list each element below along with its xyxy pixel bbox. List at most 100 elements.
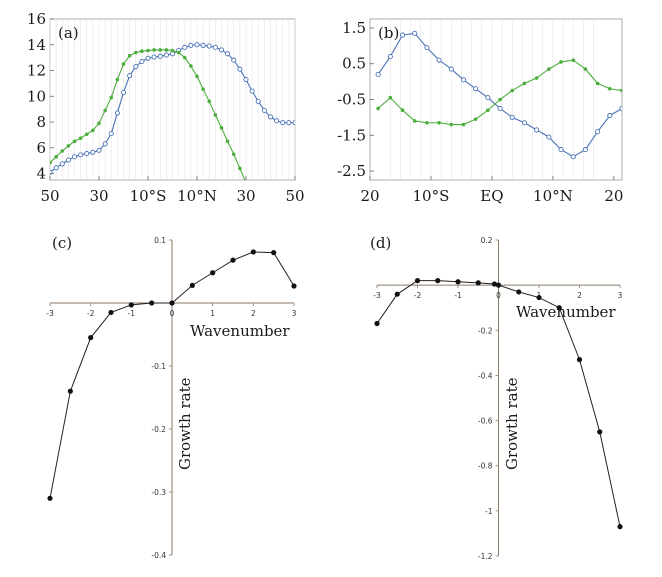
panel-d-ytick-label: -0.8 — [478, 462, 493, 471]
panel-a-series-green-point — [127, 53, 132, 58]
panel-d-series-point — [617, 524, 623, 530]
panel-d-ytick-label: -0.2 — [478, 326, 493, 335]
panel-c-series-point — [291, 283, 297, 289]
panel-a-series-green-point — [60, 149, 65, 153]
panel-a-ytick-label: 16 — [27, 10, 46, 28]
panel-b-series-green-point — [388, 95, 393, 100]
panel-c-ytick-label: 0.1 — [154, 236, 166, 245]
panel-b-series-blue-point — [375, 71, 381, 78]
panel-b-series-green-point — [510, 88, 515, 93]
panel-b-xtick-label: 10°N — [533, 187, 573, 205]
panel-a-series-green-point — [121, 62, 126, 66]
panel-d-series-point — [495, 282, 502, 288]
panel-a-series-blue-point — [145, 55, 151, 61]
panel-a-series-green-point — [225, 139, 230, 144]
panel-c-series-point — [149, 300, 155, 306]
panel-a-series-blue-point — [114, 110, 120, 116]
panel-d-ylabel: Growth rate — [503, 377, 521, 470]
panel-a-series-blue-point — [267, 114, 274, 120]
panel-b-series-blue-point — [436, 57, 442, 63]
panel-a-series-green-point — [54, 155, 58, 159]
panel-d-xtick-label: 3 — [618, 291, 623, 300]
panel-a-series-green-point — [201, 87, 205, 91]
panel-a-series-green-point — [78, 136, 83, 140]
panel-a-series-blue-point — [53, 165, 59, 171]
panel-a-series-green-point — [281, 236, 285, 240]
panel-a-series-blue-point — [102, 141, 108, 147]
panel-a-series-blue-point — [261, 107, 267, 113]
panel-b-series-blue-point — [582, 147, 588, 153]
panel-c-xtick-label: -3 — [46, 309, 54, 318]
panel-a-series-green-point — [152, 48, 156, 52]
panel-b-series-blue-point — [607, 113, 613, 119]
panel-b-series-green-point — [559, 60, 563, 64]
panel-a-series-green-point — [164, 48, 169, 52]
panel-d-series-point — [435, 278, 441, 284]
panel-a: 4 6 8 10 12 14 16 50 30 10°S 10°N 30 50 (a) — [27, 10, 305, 247]
panel-b-series-green-point — [534, 76, 539, 80]
panel-a-series-green-point — [115, 77, 120, 82]
panel-a-series-green-point — [213, 113, 218, 117]
panel-a-series-blue-point — [59, 161, 65, 167]
panel-d-series-point — [455, 279, 461, 285]
panel-a-series-blue-point — [274, 118, 280, 124]
panel-c-series-point — [47, 495, 53, 501]
panel-a-series-blue-point — [237, 66, 243, 72]
panel-a-series-blue-point — [194, 42, 200, 48]
panel-a-series-green-point — [231, 152, 236, 157]
panel-b-series-green-point — [486, 108, 490, 113]
panel-c-series-point — [128, 302, 134, 308]
panel-a-series-blue-point — [255, 98, 261, 104]
panel-a-series-blue-point — [206, 43, 212, 49]
panel-b-series-blue-point — [412, 30, 418, 36]
panel-b-series-blue-point — [521, 120, 528, 126]
panel-b-xtick-label: 20 — [604, 187, 623, 205]
panel-a-series-green-point — [287, 243, 291, 247]
panel-a-xtick-label: 10°S — [130, 187, 167, 205]
panel-a-series-blue-point — [90, 149, 96, 155]
panel-c-series-point — [210, 270, 216, 276]
panel-d-ytick-label: -1 — [485, 507, 493, 516]
panel-b-frame — [369, 18, 623, 181]
panel-a-ytick-label: 14 — [27, 36, 46, 54]
panel-d-series-point — [394, 291, 400, 297]
panel-b-series-blue-point — [473, 86, 479, 92]
panel-b-series-green-point — [473, 117, 478, 121]
panel-a-series-blue-point — [212, 44, 218, 50]
panel-b-xtick-label: 20 — [360, 187, 379, 205]
panel-d-series-point — [576, 357, 583, 363]
panel-b-series-green-point — [425, 120, 429, 125]
panel-b-series-green-point — [461, 122, 466, 127]
panel-a-series-green-point — [263, 213, 267, 217]
panel-c-series-point — [88, 335, 94, 341]
panel-b-series-green-point — [522, 81, 527, 86]
panel-a-series-green-point — [176, 50, 181, 55]
panel-a-series-green-point — [97, 121, 101, 126]
panel-d-xtick-label: 2 — [577, 291, 582, 300]
panel-c-xtick-label: 2 — [251, 309, 256, 318]
panel-d-xtick-label: 0 — [496, 291, 501, 300]
panel-b-series-blue-point — [509, 114, 515, 120]
panel-b-ytick-label: -1.5 — [337, 126, 366, 144]
panel-d-ytick-label: -0.6 — [478, 417, 493, 426]
panel-a-series-green-point — [269, 223, 273, 227]
panel-c-xtick-label: -2 — [87, 309, 95, 318]
panel-b-series-blue-point — [399, 32, 406, 38]
panel-c-xtick-label: 3 — [292, 309, 297, 318]
panel-a-xtick-label: 50 — [285, 187, 304, 205]
panel-b-xtick-label: 10°S — [413, 187, 450, 205]
panel-b-series-green-point — [571, 58, 576, 62]
panel-c-ytick-label: -0.2 — [151, 425, 166, 434]
panel-a-label: (a) — [58, 24, 79, 42]
panel-b-ytick-label: 0.5 — [342, 55, 366, 73]
panel-a-series-green-point — [256, 203, 260, 207]
panel-c-series-point — [169, 300, 175, 306]
panel-a-series-blue-point — [133, 64, 139, 70]
panel-a-series-blue-point — [139, 58, 145, 65]
panel-a-series-blue-point — [292, 120, 295, 126]
panel-b-series-blue-point — [448, 66, 454, 72]
panel-a-series-blue-point — [225, 51, 231, 57]
panel-b-xtick-label: EQ — [480, 187, 503, 205]
panel-b-series-green-point — [437, 120, 441, 125]
panel-a-series-blue-point — [157, 53, 163, 59]
